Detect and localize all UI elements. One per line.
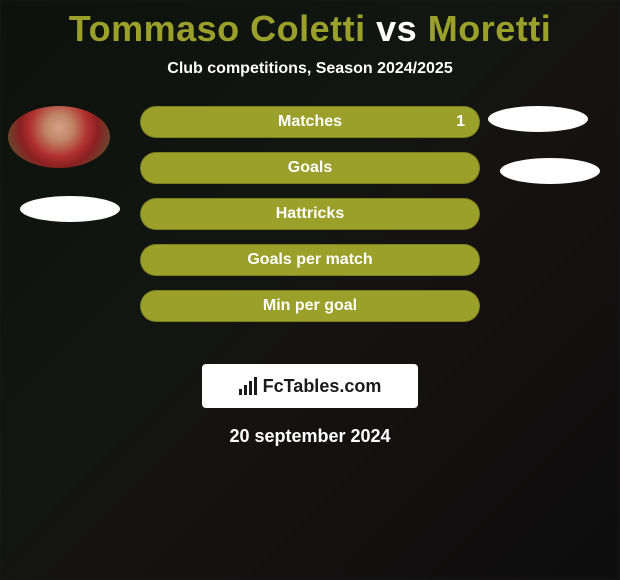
placeholder-pill-right-2	[500, 158, 600, 184]
page-title: Tommaso Coletti vs Moretti	[0, 0, 620, 50]
logo-text: FcTables.com	[263, 376, 382, 397]
bar-label: Min per goal	[263, 297, 357, 315]
bar-goals-per-match: Goals per match	[140, 244, 480, 276]
placeholder-pill-left	[20, 196, 120, 222]
bar-matches: Matches 1	[140, 106, 480, 138]
title-player1: Tommaso Coletti	[69, 8, 366, 49]
date-label: 20 september 2024	[0, 426, 620, 447]
bar-label: Goals	[288, 159, 332, 177]
avatar-player1-photo	[8, 106, 110, 168]
content-root: Tommaso Coletti vs Moretti Club competit…	[0, 0, 620, 580]
bar-chart-icon	[239, 377, 257, 395]
subtitle: Club competitions, Season 2024/2025	[0, 60, 620, 78]
bar-value-right: 1	[456, 113, 465, 131]
bar-hattricks: Hattricks	[140, 198, 480, 230]
placeholder-pill-right-1	[488, 106, 588, 132]
bar-min-per-goal: Min per goal	[140, 290, 480, 322]
bar-label: Hattricks	[276, 205, 344, 223]
title-player2: Moretti	[428, 8, 552, 49]
comparison-area: Matches 1 Goals Hattricks Goals per matc…	[0, 106, 620, 356]
avatar-player1	[8, 106, 110, 168]
title-vs: vs	[366, 8, 428, 49]
bar-label: Goals per match	[247, 251, 372, 269]
bar-goals: Goals	[140, 152, 480, 184]
stat-bars: Matches 1 Goals Hattricks Goals per matc…	[140, 106, 480, 336]
logo-box: FcTables.com	[202, 364, 418, 408]
bar-label: Matches	[278, 113, 342, 131]
